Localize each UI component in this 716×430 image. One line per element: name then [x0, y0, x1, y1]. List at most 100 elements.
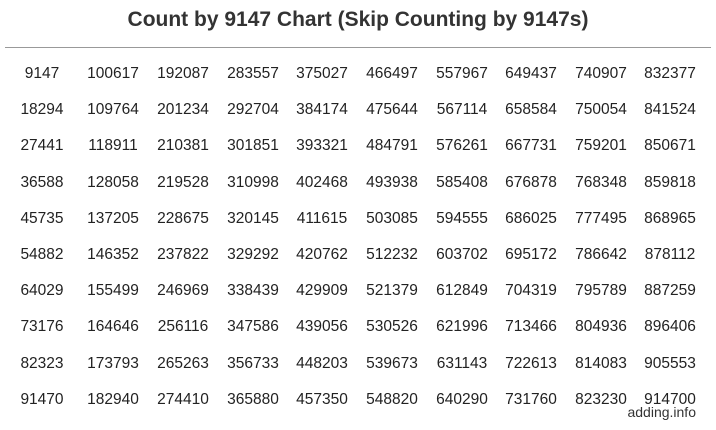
table-cell: 722613 [505, 354, 557, 372]
table-cell: 237822 [157, 246, 209, 263]
table-cell: 338439 [227, 282, 279, 300]
table-row: 64029 155499 246969 338439 429909 521379 61284… [0, 277, 716, 305]
table-cell: 594555 [436, 209, 488, 227]
table-cell: 576261 [436, 137, 488, 155]
table-cell: 365880 [227, 390, 279, 408]
table-cell: 393321 [296, 137, 348, 155]
site-credit: adding.info [627, 404, 696, 420]
table-cell: 704319 [505, 282, 557, 300]
table-cell: 91470 [20, 390, 64, 408]
table-cell: 759201 [575, 137, 627, 155]
table-cell: 402468 [296, 173, 348, 191]
table-cell: 676878 [505, 173, 557, 191]
table-cell: 905553 [644, 354, 696, 372]
table-cell: 878112 [644, 246, 696, 263]
table-cell: 429909 [296, 282, 348, 300]
table-cell: 466497 [366, 65, 418, 82]
table-cell: 210381 [157, 137, 209, 155]
table-cell: 310998 [227, 173, 279, 191]
table-cell: 137205 [87, 209, 139, 227]
table-cell: 539673 [366, 354, 418, 372]
table-cell: 292704 [227, 101, 279, 119]
table-cell: 557967 [436, 65, 488, 82]
table-cell: 914700 [644, 390, 696, 408]
table-cell: 786642 [575, 246, 627, 263]
table-row: 27441 118911 210381 301851 393321 484791 57626… [0, 132, 716, 160]
table-cell: 375027 [296, 65, 348, 82]
table-cell: 695172 [505, 246, 557, 263]
table-cell: 64029 [20, 282, 64, 300]
table-cell: 219528 [157, 173, 209, 191]
table-cell: 36588 [20, 173, 64, 191]
table-cell: 530526 [366, 318, 418, 336]
table-cell: 9147 [24, 65, 60, 82]
table-cell: 850671 [644, 137, 696, 155]
table-cell: 155499 [87, 282, 139, 300]
table-cell: 603702 [436, 246, 488, 263]
table-cell: 804936 [575, 318, 627, 336]
table-cell: 411615 [296, 209, 348, 227]
table-cell: 228675 [157, 209, 209, 227]
table-cell: 256116 [157, 318, 209, 336]
table-cell: 868965 [644, 209, 696, 227]
table-cell: 686025 [505, 209, 557, 227]
table-row: 82323 173793 265263 356733 448203 539673 63114… [0, 350, 716, 378]
table-cell: 814083 [575, 354, 627, 372]
table-cell: 356733 [227, 354, 279, 372]
table-cell: 265263 [157, 354, 209, 372]
table-cell: 128058 [87, 173, 139, 191]
table-cell: 621996 [436, 318, 488, 336]
table-cell: 503085 [366, 209, 418, 227]
table-cell: 777495 [575, 209, 627, 227]
table-row: 18294 109764 201234 292704 384174 475644 56711… [0, 96, 716, 124]
table-cell: 640290 [436, 390, 488, 408]
table-cell: 731760 [505, 390, 557, 408]
table-cell: 832377 [644, 65, 696, 82]
table-cell: 567114 [436, 101, 488, 119]
table-cell: 649437 [505, 65, 557, 82]
table-cell: 45735 [20, 209, 64, 227]
table-row: 91470 182940 274410 365880 457350 548820 64029… [0, 386, 716, 414]
table-cell: 713466 [505, 318, 557, 336]
table-cell: 667731 [505, 137, 557, 155]
table-cell: 164646 [87, 318, 139, 336]
table-cell: 439056 [296, 318, 348, 336]
table-cell: 118911 [88, 137, 138, 155]
table-cell: 493938 [366, 173, 418, 191]
title-divider [5, 47, 711, 48]
table-cell: 859818 [644, 173, 696, 191]
table-cell: 448203 [296, 354, 348, 372]
table-cell: 841524 [644, 101, 696, 119]
table-cell: 768348 [575, 173, 627, 191]
table-cell: 82323 [20, 354, 64, 372]
table-row: 45735 137205 228675 320145 411615 503085 59455… [0, 205, 716, 233]
table-cell: 512232 [366, 246, 418, 263]
table-cell: 795789 [575, 282, 627, 300]
table-cell: 73176 [20, 318, 64, 336]
table-cell: 109764 [87, 101, 139, 119]
table-cell: 18294 [20, 101, 64, 119]
table-cell: 521379 [366, 282, 418, 300]
table-cell: 823230 [575, 390, 627, 408]
page-title: Count by 9147 Chart (Skip Counting by 91… [127, 8, 589, 31]
table-cell: 301851 [227, 137, 279, 155]
table-cell: 100617 [87, 65, 139, 82]
table-cell: 27441 [20, 137, 64, 155]
table-cell: 457350 [296, 390, 348, 408]
table-cell: 274410 [157, 390, 209, 408]
table-cell: 320145 [227, 209, 279, 227]
table-cell: 740907 [575, 65, 627, 82]
table-cell: 246969 [157, 282, 209, 300]
table-cell: 585408 [436, 173, 488, 191]
table-cell: 201234 [157, 101, 209, 119]
table-cell: 283557 [227, 65, 279, 82]
table-cell: 146352 [87, 246, 139, 263]
table-cell: 54882 [20, 246, 64, 263]
table-cell: 420762 [296, 246, 348, 263]
table-cell: 750054 [575, 101, 627, 119]
table-row: 73176 164646 256116 347586 439056 530526 62199… [0, 313, 716, 341]
table-row: 9147 100617 192087 283557 375027 466497 557967… [0, 60, 716, 88]
table-row: 54882 146352 237822 329292 420762 512232 60370… [0, 241, 716, 269]
table-cell: 192087 [157, 65, 209, 82]
table-cell: 329292 [227, 246, 279, 263]
